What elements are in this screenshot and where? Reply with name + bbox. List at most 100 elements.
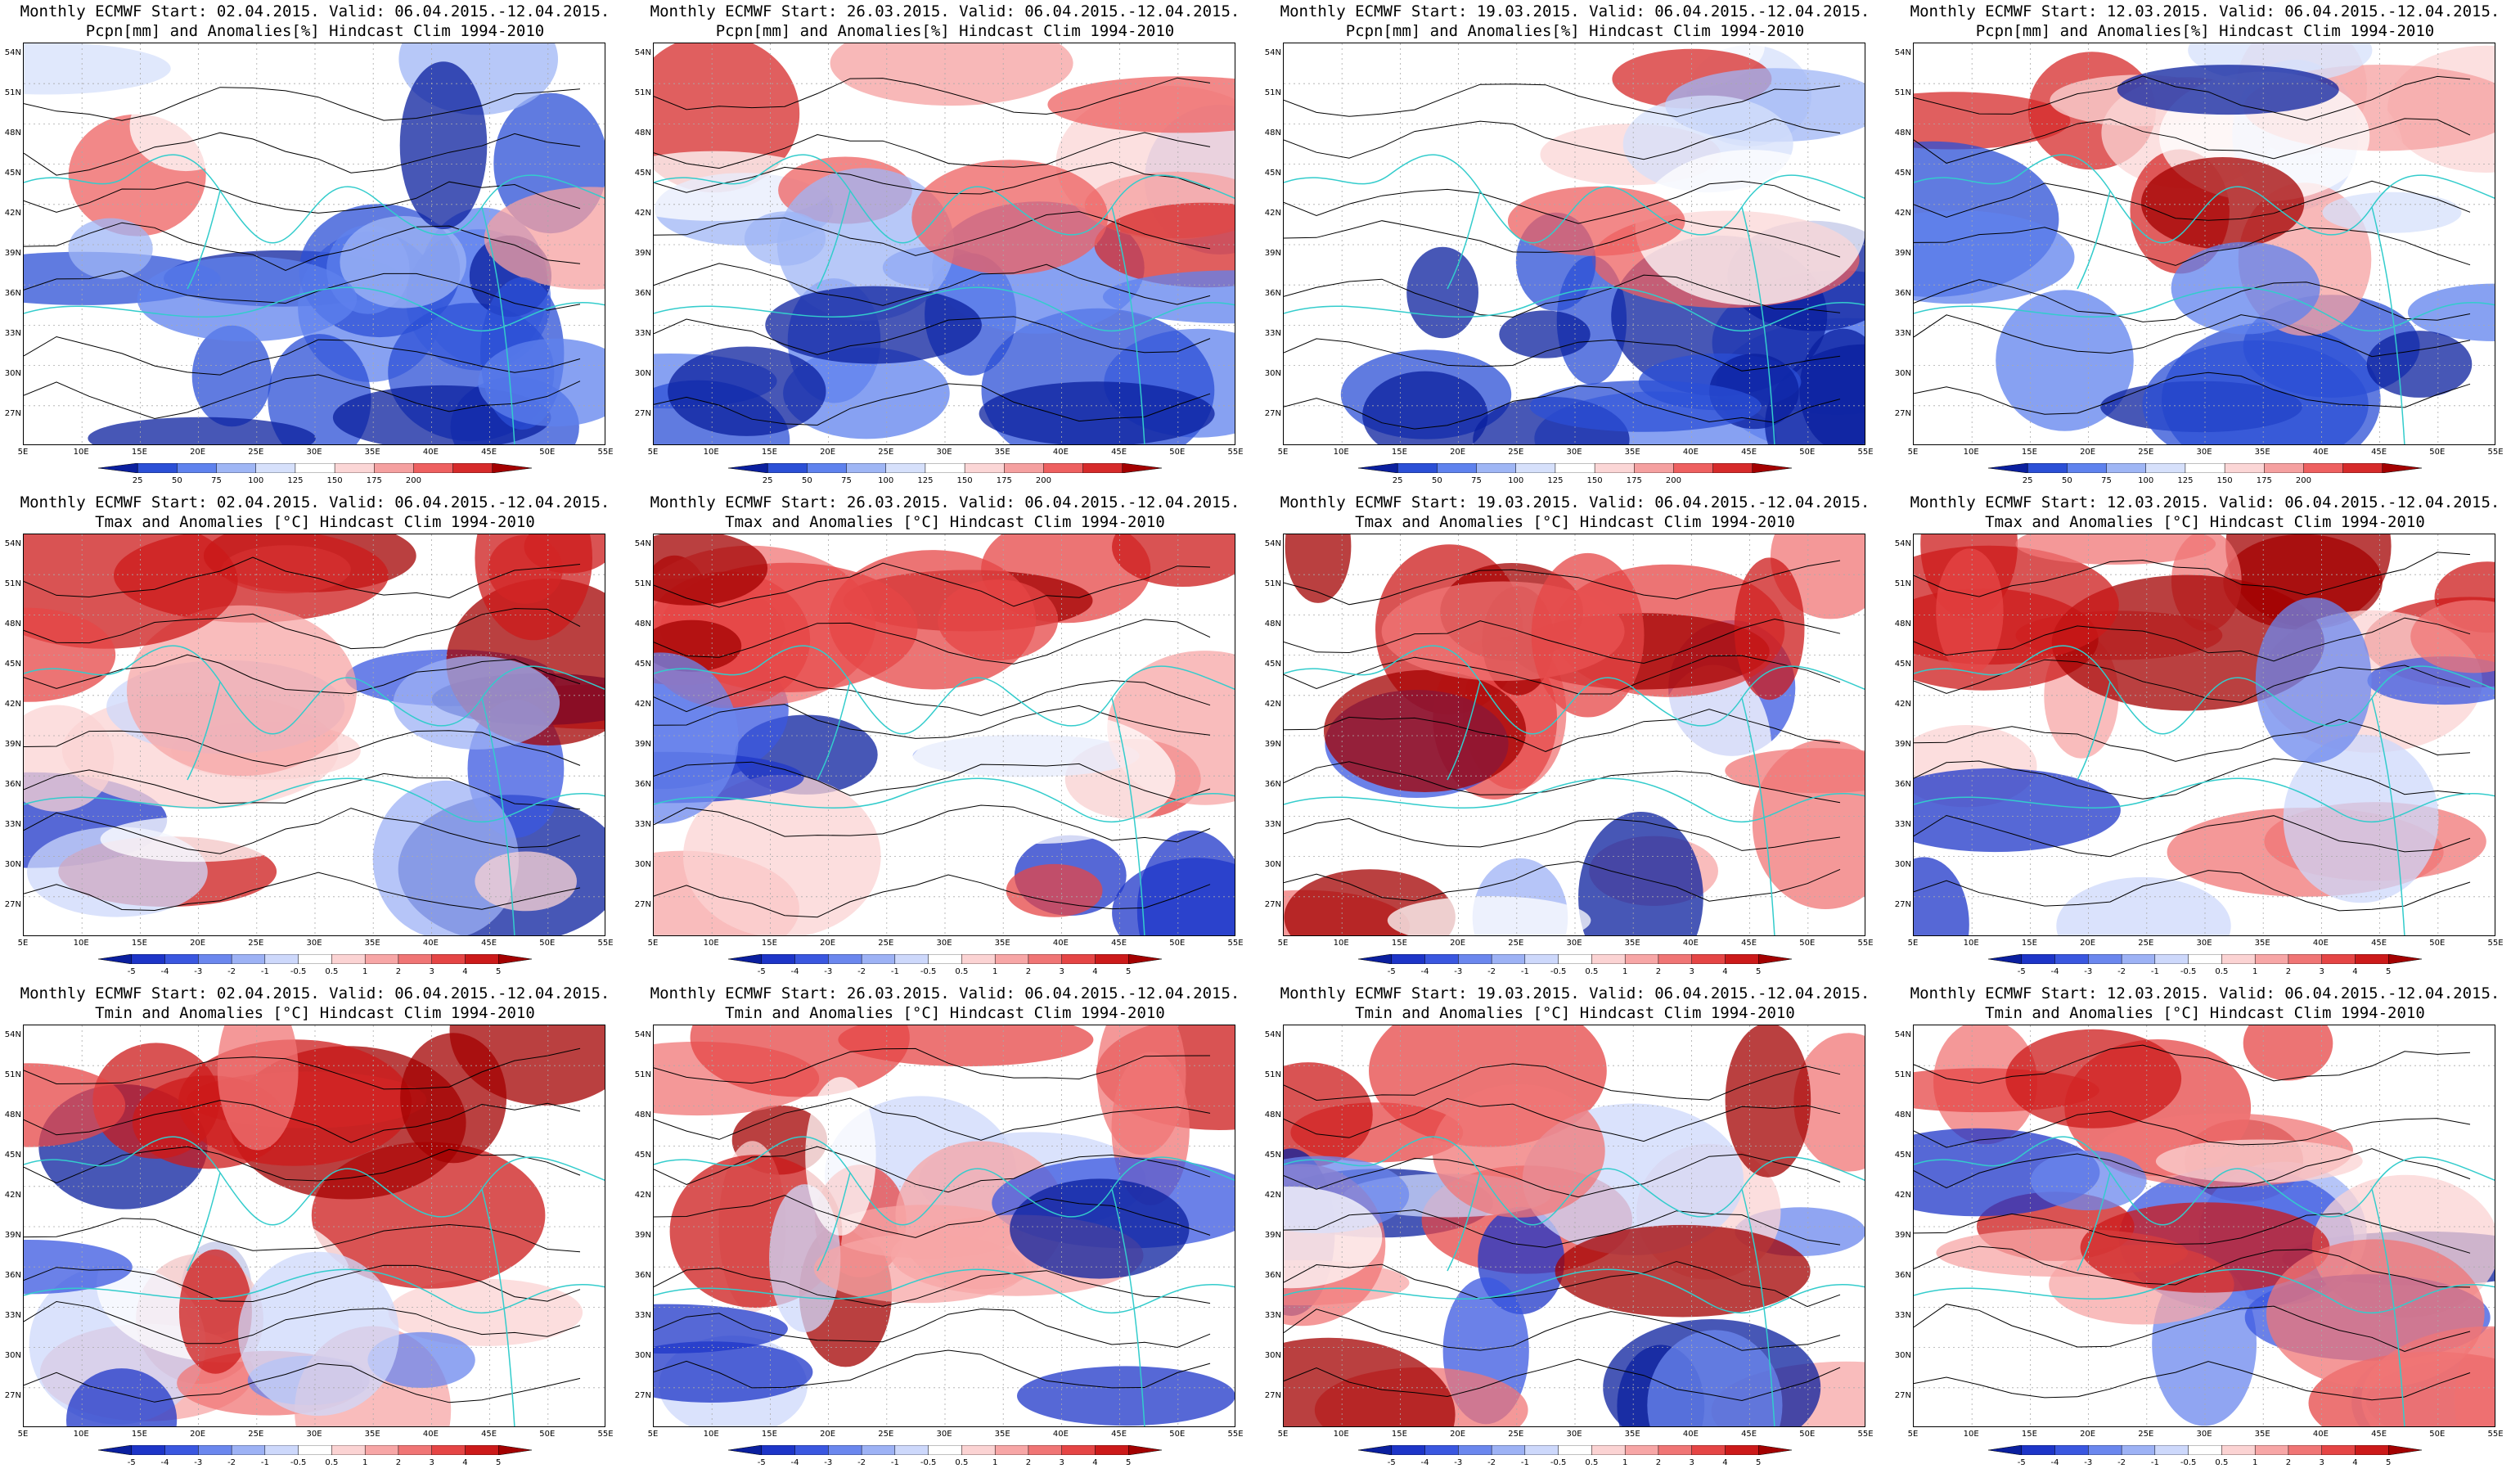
contour-line (1914, 552, 2471, 597)
colorbar-segment (1988, 1445, 2023, 1455)
longitude-label: 20E (190, 1430, 206, 1439)
anomaly-map (1283, 43, 1865, 445)
colorbar-segment (1095, 954, 1130, 964)
longitude-label: 25E (878, 448, 894, 457)
contour-line (24, 1218, 581, 1253)
colorbar-segment (2321, 954, 2356, 964)
colorbar-segment (1122, 463, 1162, 473)
latitude-label: 42N (1894, 700, 1911, 709)
colorbar-segment (2145, 463, 2186, 473)
anomaly-shade (137, 256, 358, 342)
longitude-label: 15E (2021, 448, 2037, 457)
latitude-label: 36N (1894, 1271, 1911, 1280)
panel-title: Monthly ECMWF Start: 19.03.2015. Valid: … (1260, 493, 1890, 532)
latitude-label: 51N (634, 88, 651, 97)
colorbar-label: 4 (2352, 1458, 2358, 1467)
colorbar-label: 150 (2216, 476, 2233, 485)
colorbar-segment (1491, 1445, 1526, 1455)
panel-title: Monthly ECMWF Start: 02.04.2015. Valid: … (0, 493, 630, 532)
longitude-label: 50E (1169, 939, 1186, 948)
latitude-label: 48N (1264, 1110, 1281, 1119)
contour-line (24, 336, 581, 376)
latitude-label: 45N (634, 1151, 651, 1160)
longitude-label: 5E (647, 939, 659, 948)
colorbar-segment (2054, 1445, 2090, 1455)
contour-line (1914, 1361, 2471, 1401)
contour-line (654, 874, 1211, 918)
map-canvas (654, 43, 1235, 444)
anomaly-shade (1578, 812, 1703, 935)
colorbar-label: 5 (1126, 967, 1132, 976)
coastline (1914, 645, 2495, 935)
colorbar-label: 1 (2252, 1458, 2258, 1467)
anomaly-shade (1432, 1083, 1605, 1218)
colorbar-segment (1028, 1445, 1063, 1455)
longitude-label: 50E (1799, 939, 1816, 948)
contour-line (1284, 761, 1841, 804)
latitude-label: 48N (1264, 619, 1281, 628)
colorbar-segment (231, 954, 266, 964)
colorbar-segment (1558, 954, 1593, 964)
panel-title-line2: Tmax and Anomalies [°C] Hindcast Clim 19… (95, 513, 535, 531)
latitude-label: 39N (634, 1231, 651, 1240)
contour-line (24, 556, 581, 599)
colorbar-label: -0.5 (920, 967, 937, 976)
longitude-label: 50E (539, 1430, 556, 1439)
longitude-label: 20E (1450, 939, 1466, 948)
longitude-label: 15E (2021, 1430, 2037, 1439)
anomaly-shade (1284, 1062, 1373, 1168)
coastline (1914, 154, 2495, 444)
colorbar-label: 0.5 (325, 967, 339, 976)
forecast-panel: Monthly ECMWF Start: 26.03.2015. Valid: … (630, 982, 1260, 1473)
colorbar-label: -4 (160, 967, 169, 976)
colorbar-label: -3 (824, 967, 833, 976)
latitude-label: 27N (4, 1391, 21, 1400)
latitude-label: 36N (1264, 289, 1281, 298)
anomaly-shade (1914, 857, 1969, 935)
colorbar-segment (374, 463, 415, 473)
panel-title: Monthly ECMWF Start: 12.03.2015. Valid: … (1890, 984, 2520, 1023)
latitude-label: 33N (634, 329, 651, 338)
latitude-label: 45N (1894, 1151, 1911, 1160)
colorbar-label: -5 (127, 1458, 136, 1467)
contour-line (24, 1264, 581, 1303)
colorbar-segment (398, 954, 433, 964)
colorbar-segment (497, 954, 532, 964)
colorbar-label: -4 (1420, 967, 1429, 976)
anomaly-shade (24, 43, 171, 95)
longitude-label: 35E (1624, 939, 1640, 948)
colorbar-label: 5 (2386, 967, 2392, 976)
latitude-label: 27N (634, 409, 651, 418)
colorbar-segment (794, 954, 830, 964)
colorbar-segment (452, 463, 493, 473)
longitude-label: 30E (1566, 939, 1582, 948)
contour-line (654, 1097, 1211, 1141)
longitude-label: 45E (2371, 1430, 2387, 1439)
latitude-label: 36N (1894, 289, 1911, 298)
colorbar-segment (925, 463, 965, 473)
colorbar-label: 5 (496, 1458, 502, 1467)
colorbar-label: -2 (227, 1458, 236, 1467)
anomaly-shade (1324, 669, 1527, 792)
colorbar-label: 3 (429, 967, 434, 976)
colorbar-segment (1458, 1445, 1492, 1455)
anomaly-map (1283, 534, 1865, 936)
latitude-label: 36N (1264, 780, 1281, 789)
latitude-label: 48N (634, 619, 651, 628)
panel-title-line1: Monthly ECMWF Start: 19.03.2015. Valid: … (1280, 493, 1870, 511)
panel-title: Monthly ECMWF Start: 19.03.2015. Valid: … (1260, 2, 1890, 41)
forecast-panel: Monthly ECMWF Start: 02.04.2015. Valid: … (0, 982, 630, 1473)
longitude-label: 15E (761, 448, 777, 457)
colorbar-label: -4 (2050, 967, 2059, 976)
latitude-label: 36N (634, 780, 651, 789)
contour-line (1914, 1246, 2471, 1288)
latitude-label: 36N (4, 780, 21, 789)
latitude-label: 54N (634, 48, 651, 57)
colorbar-segment (861, 1445, 896, 1455)
latitude-label: 51N (1264, 579, 1281, 588)
anomaly-shade (238, 1251, 399, 1417)
longitude-label: 30E (306, 1430, 322, 1439)
longitude-label: 35E (2254, 448, 2270, 457)
map-canvas (1284, 1025, 1865, 1426)
colorbar-segment (2154, 1445, 2189, 1455)
